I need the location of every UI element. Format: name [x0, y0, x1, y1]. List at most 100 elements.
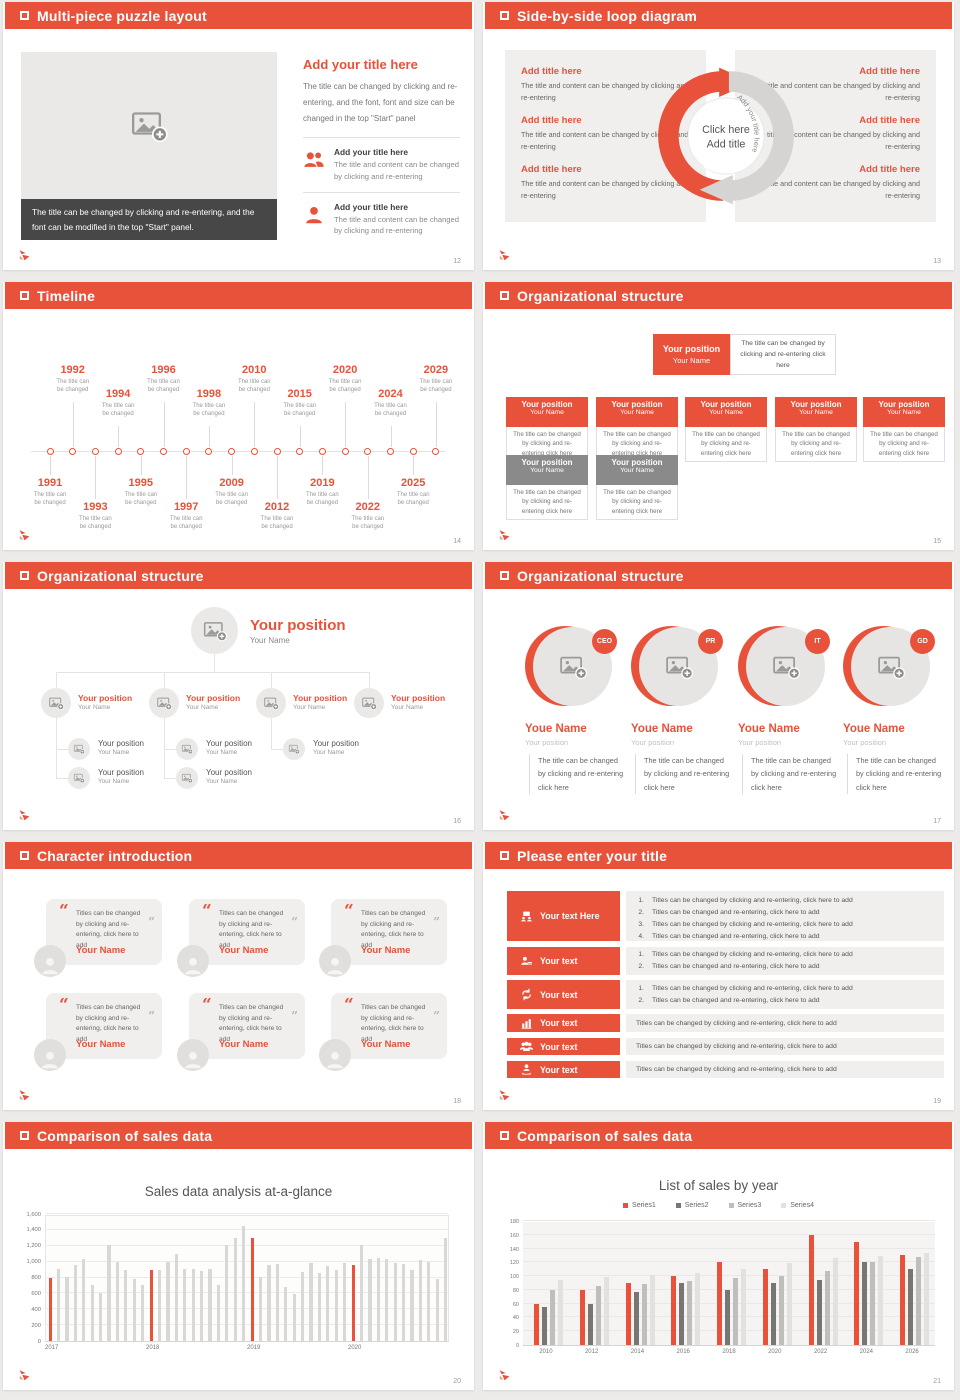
- timeline-dot: [114, 447, 122, 455]
- bar: [48, 1277, 52, 1341]
- timeline-dot: [341, 447, 349, 455]
- list-row: 3. Titles can be changed by clicking and …: [638, 920, 853, 928]
- timeline-note-line: The title can: [147, 379, 180, 385]
- timeline-note-line: be changed: [329, 387, 361, 394]
- bar: [579, 1289, 585, 1345]
- y-axis-label: 400: [31, 1306, 41, 1313]
- timeline-note-line: be changed: [34, 500, 66, 507]
- page-number: 14: [453, 538, 461, 545]
- bar: [200, 1271, 204, 1341]
- timeline-dot: [296, 447, 304, 455]
- timeline-dot: [205, 447, 213, 455]
- legend-entry: Series2: [675, 1202, 709, 1209]
- bar: [671, 1276, 677, 1345]
- slide-title: Comparison of sales data: [517, 1127, 693, 1144]
- timeline-dot: [91, 447, 99, 455]
- timeline-year: 1994: [105, 388, 131, 400]
- timeline-note-line: be changed: [352, 524, 384, 531]
- slide-16[interactable]: Organizational structure Your position: [3, 562, 474, 830]
- slide-18[interactable]: Character introduction “ Titles can be c…: [3, 842, 474, 1110]
- checkbox-icon: [20, 571, 29, 580]
- timeline-year: 2029: [423, 364, 449, 376]
- bar: [832, 1258, 838, 1345]
- slide-20[interactable]: Comparison of sales data Sales data anal…: [3, 1122, 474, 1390]
- timeline-note-line: be changed: [57, 387, 89, 394]
- label-button: Your text: [507, 1038, 620, 1055]
- timeline-note: The title can be changed: [250, 515, 304, 531]
- checkbox-icon: [500, 571, 509, 580]
- bar: [534, 1303, 539, 1345]
- item-title: Add title here: [521, 164, 582, 176]
- x-axis-label: 2017: [45, 1345, 59, 1351]
- gridline: [46, 1292, 448, 1294]
- bar: [258, 1276, 263, 1341]
- slide-title: Please enter your title: [517, 847, 668, 864]
- org-card: Your position Your Name The title can be …: [596, 397, 678, 462]
- chart-title: List of sales by year: [658, 1178, 779, 1193]
- brand-logo-icon: [18, 1089, 31, 1102]
- gridline: [523, 1275, 935, 1277]
- slide-15[interactable]: Organizational structure Your position Y…: [483, 282, 954, 550]
- tree-line: [271, 749, 283, 750]
- x-axis-label: 2018: [722, 1349, 736, 1355]
- text-column: Add your title here The title can be cha…: [303, 57, 460, 246]
- slide-12[interactable]: Multi-piece puzzle layout The title can …: [3, 2, 474, 270]
- y-axis-label: 160: [509, 1232, 519, 1239]
- timeline-dot: [409, 447, 417, 455]
- timeline-note: The title can be changed: [182, 402, 236, 418]
- card-text: The title can be changed by clicking and…: [775, 427, 857, 462]
- checkbox-icon: [500, 11, 509, 20]
- slide-title: Organizational structure: [517, 567, 684, 584]
- tree-line: [164, 749, 176, 750]
- person-icon: [303, 204, 325, 226]
- tree-line: [164, 778, 176, 779]
- label-button: Your text: [507, 980, 620, 1009]
- timeline-canvas: 1991 The title can be changed 1992 The title…: [3, 309, 474, 550]
- checkbox-icon: [20, 11, 29, 20]
- quote-card: “ Titles can be changed by clicking and …: [34, 993, 162, 1071]
- group-icon: [520, 1040, 533, 1053]
- bar: [292, 1294, 296, 1341]
- bar: [717, 1262, 723, 1345]
- bar: [157, 1269, 162, 1341]
- timeline-dot: [160, 447, 167, 455]
- timeline-entry: 1997 The title can be changed: [159, 501, 213, 531]
- timeline-entry: 2019 The title can be changed: [295, 477, 349, 507]
- bar: [603, 1276, 609, 1345]
- timeline-note-line: The title can: [351, 516, 385, 522]
- bar: [368, 1259, 372, 1341]
- item-title: Add title here: [521, 66, 582, 77]
- timeline-year: 2019: [310, 477, 335, 489]
- bar: [191, 1268, 195, 1341]
- slide-title: Side-by-side loop diagram: [517, 7, 698, 24]
- item-text: The title and content can be changed by …: [521, 130, 689, 151]
- timeline-note-line: be changed: [261, 524, 293, 531]
- x-axis-label: 2016: [676, 1349, 690, 1355]
- legend-marker-icon: [781, 1203, 787, 1208]
- avatar: [319, 945, 351, 977]
- person-desk-icon: [520, 955, 533, 968]
- slide-21[interactable]: Comparison of sales data List of sales b…: [483, 1122, 954, 1390]
- loop-item: Add title here The title and content can…: [521, 66, 690, 103]
- cell-14: Timeline 1991 The title can be changed 1992…: [0, 280, 480, 560]
- timeline-entry: 1994 The title can be changed: [91, 388, 145, 418]
- y-axis-label: 40: [512, 1315, 519, 1322]
- timeline-year: 2020: [332, 364, 358, 376]
- slide-title: Timeline: [37, 287, 96, 304]
- bar: [418, 1260, 423, 1341]
- slide-13[interactable]: Side-by-side loop diagram Add title here…: [483, 2, 954, 270]
- list-row: 4. Titles can be changed and re-entering,…: [638, 932, 820, 940]
- timeline-connector: [140, 456, 142, 475]
- timeline-note-line: The title can: [56, 379, 90, 385]
- timeline-year: 1998: [196, 388, 222, 400]
- checkbox-icon: [20, 291, 29, 300]
- timeline-entry: 2015 The title can be changed: [273, 388, 327, 418]
- bar: [725, 1289, 731, 1345]
- bar: [267, 1264, 271, 1341]
- slide-17[interactable]: Organizational structure CEO Youe Name Y…: [483, 562, 954, 830]
- slide-14[interactable]: Timeline 1991 The title can be changed 1992…: [3, 282, 474, 550]
- timeline-entry: 2012 The title can be changed: [250, 501, 304, 531]
- brand-logo-icon: [18, 249, 31, 262]
- slide-19[interactable]: Please enter your title Your text Here 1…: [483, 842, 954, 1110]
- legend-entry: Series3: [728, 1202, 761, 1209]
